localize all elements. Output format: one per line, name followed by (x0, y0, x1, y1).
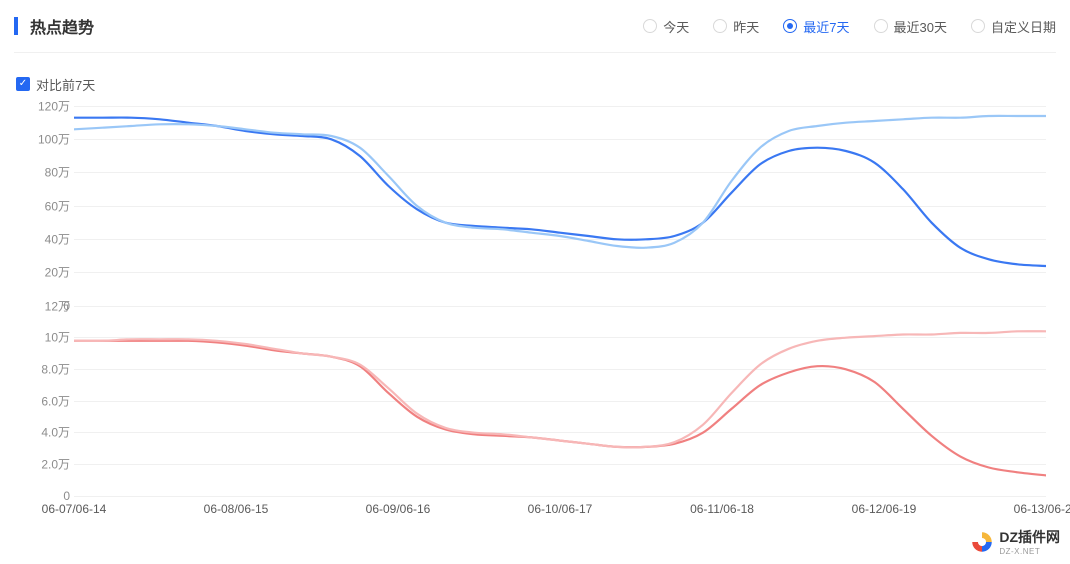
radio-icon (713, 19, 727, 33)
y-tick-label: 120万 (38, 97, 70, 114)
time-range-radio-group: 今天 昨天 最近7天 最近30天 自定义日期 (643, 17, 1056, 36)
y-tick-label: 0 (63, 489, 70, 503)
time-range-option[interactable]: 自定义日期 (971, 17, 1056, 36)
radio-label: 今天 (663, 17, 689, 36)
radio-label: 最近30天 (894, 17, 947, 36)
x-tick-label: 06-12/06-19 (852, 502, 917, 516)
time-range-option[interactable]: 今天 (643, 17, 689, 36)
radio-icon (874, 19, 888, 33)
y-tick-label: 6.0万 (41, 392, 70, 409)
y-tick-label: 40万 (45, 230, 70, 247)
charts-area: 020万40万60万80万100万120万 02.0万4.0万6.0万8.0万1… (14, 106, 1056, 522)
x-tick-label: 06-09/06-16 (366, 502, 431, 516)
page-title: 热点趋势 (30, 14, 94, 38)
compare-checkbox[interactable]: ✓ 对比前7天 (16, 75, 95, 94)
y-tick-label: 80万 (45, 164, 70, 181)
time-range-option[interactable]: 最近7天 (783, 17, 849, 36)
series-line (74, 115, 1046, 247)
watermark-textwrap: DZ插件网 DZ-X.NET (999, 527, 1060, 556)
compare-row: ✓ 对比前7天 (14, 53, 1056, 106)
chart-svg (74, 106, 1046, 306)
y-tick-label: 2.0万 (41, 455, 70, 472)
watermark-icon (969, 529, 995, 555)
y-tick-label: 20万 (45, 264, 70, 281)
title-wrap: 热点趋势 (14, 14, 94, 38)
x-axis-labels: 06-07/06-1406-08/06-1506-09/06-1606-10/0… (74, 496, 1046, 522)
radio-icon (971, 19, 985, 33)
series-line (74, 117, 1046, 265)
x-tick-label: 06-07/06-14 (42, 502, 107, 516)
time-range-option[interactable]: 最近30天 (874, 17, 947, 36)
compare-label: 对比前7天 (36, 75, 95, 94)
watermark-text: DZ插件网 (999, 527, 1060, 547)
chart-svg (74, 306, 1046, 496)
chart-bottom: 02.0万4.0万6.0万8.0万10万12万 (14, 306, 1056, 496)
y-tick-label: 60万 (45, 197, 70, 214)
radio-icon (783, 19, 797, 33)
radio-icon (643, 19, 657, 33)
chart-header: 热点趋势 今天 昨天 最近7天 最近30天 自定义日期 (14, 8, 1056, 53)
y-tick-label: 12万 (45, 297, 70, 314)
y-tick-label: 4.0万 (41, 424, 70, 441)
y-tick-label: 100万 (38, 130, 70, 147)
x-tick-label: 06-13/06-20 (1014, 502, 1070, 516)
watermark-subtext: DZ-X.NET (999, 547, 1060, 556)
radio-label: 自定义日期 (991, 17, 1056, 36)
x-tick-label: 06-10/06-17 (528, 502, 593, 516)
x-tick-label: 06-08/06-15 (204, 502, 269, 516)
y-tick-label: 8.0万 (41, 360, 70, 377)
y-tick-label: 10万 (45, 329, 70, 346)
series-line (74, 340, 1046, 475)
series-line (74, 331, 1046, 447)
x-tick-label: 06-11/06-18 (690, 502, 754, 516)
radio-label: 昨天 (733, 17, 759, 36)
watermark: DZ插件网 DZ-X.NET (969, 527, 1060, 556)
chart-top: 020万40万60万80万100万120万 (14, 106, 1056, 306)
time-range-option[interactable]: 昨天 (713, 17, 759, 36)
radio-label: 最近7天 (803, 17, 849, 36)
check-icon: ✓ (16, 77, 30, 91)
title-accent-bar (14, 17, 18, 35)
